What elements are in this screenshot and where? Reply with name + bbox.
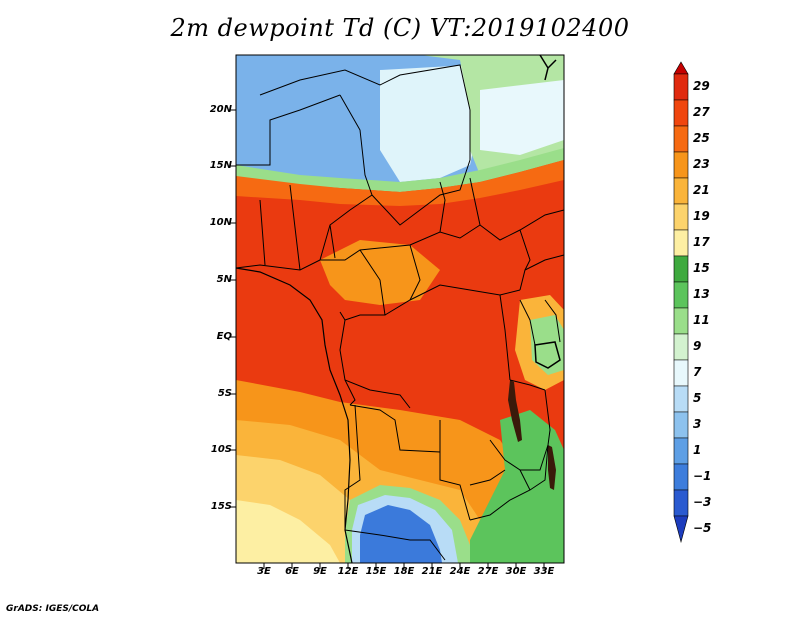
colorbar-segment-12 (673, 359, 689, 387)
lon-label-15e: 15E (365, 566, 387, 577)
colorbar-label-17: 17 (693, 235, 710, 249)
colorbar-label-21: 21 (693, 183, 710, 197)
east-lakes-green (530, 315, 564, 375)
lake-victoria (534, 341, 561, 369)
lat-label-5n: 5N (216, 274, 232, 285)
lat-label-eq: EQ (216, 331, 232, 342)
lon-label-12e: 12E (337, 566, 359, 577)
colorbar-label-25: 25 (693, 131, 710, 145)
colorbar-label-minus-1: −1 (693, 469, 712, 483)
colorbar-label-minus-3: −3 (693, 495, 712, 509)
lat-label-15n: 15N (209, 160, 232, 171)
lat-label-20n: 20N (209, 104, 232, 115)
sahel-orange-band (236, 160, 564, 206)
lat-label-10n: 10N (209, 217, 232, 228)
colorbar-segment-2 (673, 99, 689, 127)
colorbar-segment-13 (673, 385, 689, 413)
coastline (235, 267, 353, 564)
colorbar-label-15: 15 (693, 261, 710, 275)
colorbar-segment-0 (673, 61, 689, 75)
east-highlands-green (470, 410, 564, 563)
southern-pale-belt (236, 500, 340, 563)
colorbar-label-5: 5 (693, 391, 702, 405)
country-borders (235, 64, 565, 561)
colorbar (673, 61, 689, 544)
lakes (508, 341, 561, 490)
lon-label-21e: 21E (421, 566, 443, 577)
nile-river (539, 54, 557, 81)
lon-label-3e: 3E (257, 566, 271, 577)
footer-credit: GrADS: IGES/COLA (6, 604, 100, 614)
colorbar-label-3: 3 (693, 417, 702, 431)
lon-ticks (263, 563, 545, 569)
colorbar-segment-14 (673, 411, 689, 439)
lon-label-27e: 27E (477, 566, 499, 577)
lon-label-24e: 24E (449, 566, 471, 577)
lon-label-33e: 33E (533, 566, 555, 577)
colorbar-label-9: 9 (693, 339, 702, 353)
colorbar-segment-4 (673, 151, 689, 179)
map-frame (235, 54, 565, 564)
colorbar-segment-11 (673, 333, 689, 361)
lon-label-30e: 30E (505, 566, 527, 577)
colorbar-label-19: 19 (693, 209, 710, 223)
colorbar-segment-10 (673, 307, 689, 335)
colorbar-segment-16 (673, 463, 689, 491)
colorbar-segment-6 (673, 203, 689, 231)
sahel-transition-band (236, 148, 564, 192)
colorbar-segment-15 (673, 437, 689, 465)
colorbar-segment-8 (673, 255, 689, 283)
sahara-east-pale-region (480, 80, 564, 155)
lat-label-5s: 5S (217, 388, 232, 399)
colorbar-label-minus-5: −5 (693, 521, 712, 535)
colorbar-label-23: 23 (693, 157, 710, 171)
lake-malawi (548, 445, 556, 490)
lake-tanganyika (508, 380, 522, 442)
colorbar-segment-18 (673, 515, 689, 544)
lat-ticks (230, 109, 236, 508)
colorbar-segment-7 (673, 229, 689, 257)
colorbar-label-11: 11 (693, 313, 710, 327)
dewpoint-field (236, 55, 564, 563)
colorbar-segment-5 (673, 177, 689, 205)
colorbar-segment-1 (673, 73, 689, 101)
kalahari-dry-core (360, 505, 442, 563)
lon-label-18e: 18E (393, 566, 415, 577)
lon-label-6e: 6E (285, 566, 299, 577)
colorbar-label-1: 1 (693, 443, 702, 457)
colorbar-label-27: 27 (693, 105, 710, 119)
colorbar-segment-17 (673, 489, 689, 517)
colorbar-label-13: 13 (693, 287, 710, 301)
lat-label-10s: 10S (210, 444, 232, 455)
lon-label-9e: 9E (313, 566, 327, 577)
sahara-pale-region (380, 65, 480, 182)
map-title: 2m dewpoint Td (C) VT:2019102400 (170, 14, 630, 42)
colorbar-label-7: 7 (693, 365, 702, 379)
lat-label-15s: 15S (210, 501, 232, 512)
colorbar-label-29: 29 (693, 79, 710, 93)
colorbar-segment-3 (673, 125, 689, 153)
colorbar-segment-9 (673, 281, 689, 309)
